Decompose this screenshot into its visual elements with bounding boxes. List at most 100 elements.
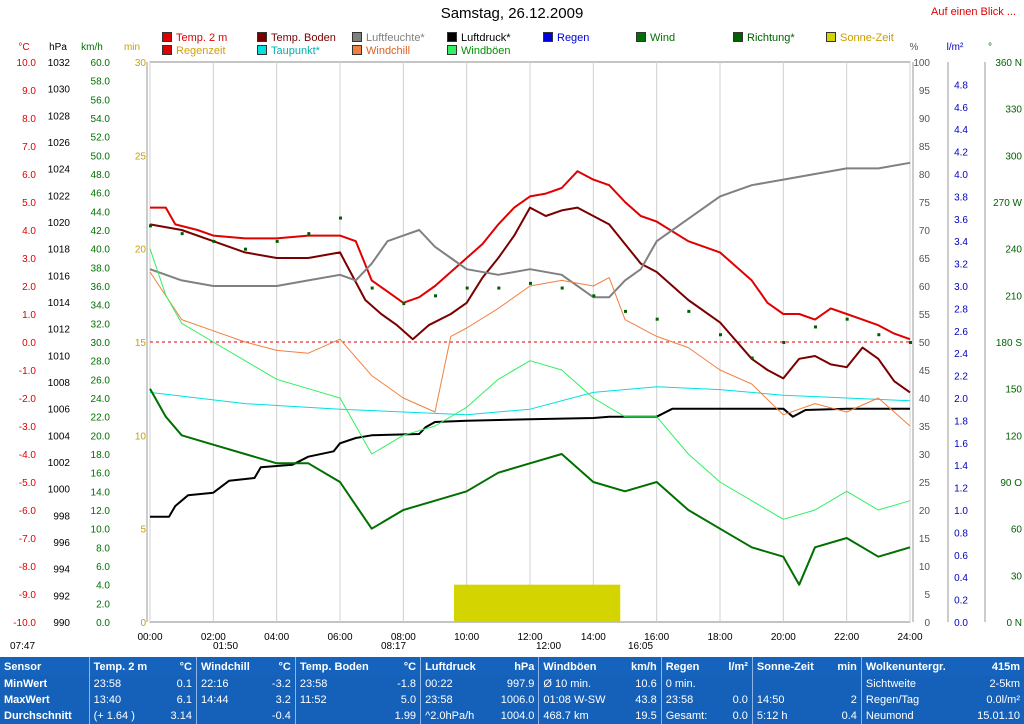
legend-swatch [733,32,743,42]
legend-swatch [352,32,362,42]
y-tick-pressure_hpa: 1020 [48,218,71,229]
y-tick-wind_kmh: 54.0 [91,114,111,125]
y-tick-rain_lm2: 3.0 [954,282,968,293]
y-tick-pressure_hpa: 1022 [48,191,71,202]
y-tick-pressure_hpa: 996 [53,538,70,549]
overview-link[interactable]: Auf einen Blick ... [931,6,1016,18]
stats-cell: 23:58 [88,676,162,692]
y-tick-wind_kmh: 34.0 [91,301,111,312]
y-tick-humidity_pct: 90 [919,114,931,125]
stats-header-row: Sensor Temp. 2 m °C Windchill °C Temp. Boden °… [0,657,1024,676]
y-tick-wind_kmh: 6.0 [96,562,110,573]
x-axis: 00:00 02:00 04:00 06:00 08:00 10:00 12:00 14:00… [137,632,922,643]
y-tick-pressure_hpa: 992 [53,591,70,602]
stats-cell: MaxWert [4,694,50,706]
stats-cell: 1.99 [394,710,417,722]
x-tick-label: 06:00 [327,632,352,643]
legend-item: Sonne-Zeit [826,32,894,44]
y-tick-sun_min: 5 [140,525,146,536]
stats-cell: min [828,657,862,676]
y-tick-wind_kmh: 2.0 [96,599,110,610]
stats-cell: 0.0 [732,710,748,722]
legend-swatch [543,32,553,42]
stats-cell: 43.8 [635,694,657,706]
y-tick-direction_deg: 240 [1005,245,1022,256]
legend-label: Wind [650,32,676,44]
stats-cell: 00:22 [420,676,490,692]
y-tick-sun_min: 30 [135,58,147,69]
stats-cell: Sonne-Zeit [751,657,829,676]
stats-cell: 14:50 [751,692,829,708]
y-tick-humidity_pct: 65 [919,254,931,265]
stats-cell: MinWert [4,678,48,690]
legend-item: Wind [636,32,675,44]
stats-cell: Sensor [0,657,90,676]
legend-swatch [447,32,457,42]
y-tick-temp_c: -3.0 [19,422,37,433]
series-luftdruck- [150,407,910,518]
direction-point [497,286,501,290]
stats-cell: 5:12 h [751,708,829,724]
x-tick-label: 12:00 [517,632,542,643]
y-tick-pressure_hpa: 1004 [48,431,71,442]
y-tick-pressure_hpa: 1016 [48,271,71,282]
stats-cell: 2-5km [989,678,1020,690]
y-tick-temp_c: 0.0 [22,338,36,349]
stats-cell: 2 [850,694,857,706]
stats-cell [751,676,829,692]
stats-cell: ^2.0hPa/h [420,708,490,724]
x-tick-label: 16:00 [644,632,669,643]
y-tick-rain_lm2: 4.8 [954,80,968,91]
stats-cell: Luftdruck [420,657,490,676]
stats-row: MinWert 23:58 0.1 22:16 -3.2 23:58 -1.8 00:22 99… [0,676,1024,692]
y-tick-wind_kmh: 32.0 [91,319,111,330]
y-tick-rain_lm2: 2.4 [954,349,968,360]
y-tick-temp_c: -6.0 [19,506,37,517]
stats-cell: Temp. 2 m [88,657,162,676]
y-tick-pressure_hpa: 1008 [48,378,71,389]
y-tick-humidity_pct: 60 [919,282,931,293]
y-tick-rain_lm2: 2.2 [954,372,968,383]
direction-point [339,216,342,220]
stats-cell: l/m² [719,657,753,676]
series-luftfeuchte- [149,161,911,299]
direction-point [592,294,596,298]
series-temp-2-m [150,170,911,341]
y-tick-humidity_pct: 100 [913,58,930,69]
y-tick-pressure_hpa: 1010 [48,351,71,362]
stats-cell: Temp. Boden [294,657,386,676]
y-tick-pressure_hpa: 998 [53,511,70,522]
stats-row: MaxWert 13:40 6.1 14:44 3.2 11:52 5.0 23:58 1006… [0,692,1024,708]
direction-point [655,317,659,321]
y-tick-temp_c: 6.0 [22,170,36,181]
y-tick-rain_lm2: 1.4 [954,461,968,472]
stats-cell: Gesamt: [660,708,720,724]
y-tick-wind_kmh: 40.0 [91,245,111,256]
legend-label: Sonne-Zeit [840,32,894,44]
y-tick-rain_lm2: 3.4 [954,237,968,248]
legend-item: Regen [543,32,589,44]
y-tick-rain_lm2: 0.8 [954,528,968,539]
y-tick-humidity_pct: 35 [919,422,931,433]
y-tick-direction_deg: 270 W [993,198,1022,209]
y-tick-pressure_hpa: 1024 [48,165,71,176]
y-tick-humidity_pct: 25 [919,478,931,489]
y-tick-wind_kmh: 50.0 [91,151,111,162]
stats-cell: 14:44 [195,692,264,708]
y-tick-rain_lm2: 0.6 [954,551,968,562]
y-tick-direction_deg: 330 [1005,105,1022,116]
stats-cell: 0.4 [841,710,857,722]
sun-a-label: 08:17 [381,641,407,652]
stats-cell [829,676,862,692]
direction-point [560,286,564,290]
legend-label: Regen [557,32,590,44]
y-tick-pressure_hpa: 1026 [48,138,71,149]
legend-item: Taupunkt* [257,45,320,57]
legend-item: Windchill [352,45,410,57]
x-tick-label: 10:00 [454,632,479,643]
stats-cell: 1004.0 [500,710,535,722]
direction-point [180,232,184,236]
stats-cell: 11:52 [294,692,386,708]
stats-cell: Sichtweite [860,676,965,692]
direction-point [244,247,247,251]
